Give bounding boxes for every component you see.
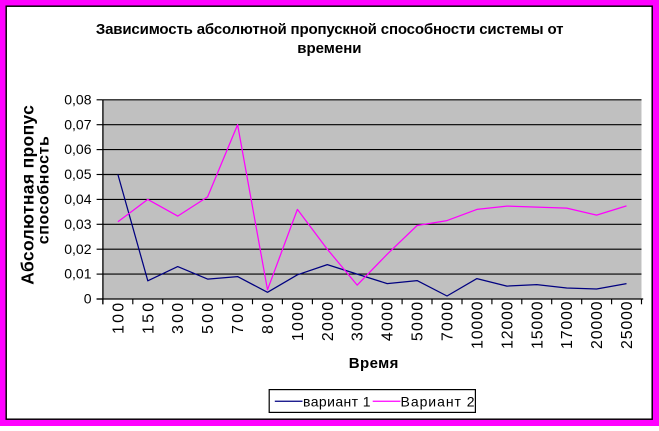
- svg-text:способность: способность: [35, 136, 52, 245]
- svg-text:0,05: 0,05: [64, 166, 91, 182]
- svg-text:12000: 12000: [499, 301, 516, 349]
- svg-text:2000: 2000: [320, 301, 337, 341]
- svg-text:25000: 25000: [619, 301, 636, 349]
- svg-text:15000: 15000: [529, 301, 546, 349]
- svg-text:17000: 17000: [559, 301, 576, 349]
- svg-text:1000: 1000: [290, 301, 307, 341]
- svg-text:5000: 5000: [410, 301, 427, 341]
- svg-text:500: 500: [200, 301, 217, 334]
- svg-text:0,01: 0,01: [64, 266, 91, 282]
- svg-text:4000: 4000: [380, 301, 397, 341]
- svg-text:800: 800: [260, 301, 277, 334]
- svg-text:Зависимость абсолютной пропуск: Зависимость абсолютной пропускной способ…: [96, 21, 563, 38]
- svg-text:10000: 10000: [469, 301, 486, 349]
- svg-text:0,08: 0,08: [64, 91, 91, 107]
- svg-text:0,03: 0,03: [64, 216, 91, 232]
- svg-text:Абсолютная пропус: Абсолютная пропус: [18, 105, 38, 285]
- svg-text:20000: 20000: [589, 301, 606, 349]
- svg-text:0,07: 0,07: [64, 116, 91, 132]
- svg-text:Время: Время: [349, 355, 399, 372]
- svg-text:вариант 1: вариант 1: [303, 393, 371, 409]
- svg-text:0,06: 0,06: [64, 141, 91, 157]
- svg-text:0,04: 0,04: [64, 191, 91, 207]
- svg-text:3000: 3000: [350, 301, 367, 341]
- svg-text:300: 300: [170, 301, 187, 334]
- svg-text:700: 700: [230, 301, 247, 334]
- svg-text:0,02: 0,02: [64, 241, 91, 257]
- svg-text:времени: времени: [297, 40, 361, 57]
- svg-text:Вариант 2: Вариант 2: [401, 393, 476, 409]
- svg-text:0: 0: [84, 291, 92, 307]
- svg-text:100: 100: [110, 301, 127, 334]
- svg-text:150: 150: [140, 301, 157, 334]
- svg-text:7000: 7000: [440, 301, 457, 341]
